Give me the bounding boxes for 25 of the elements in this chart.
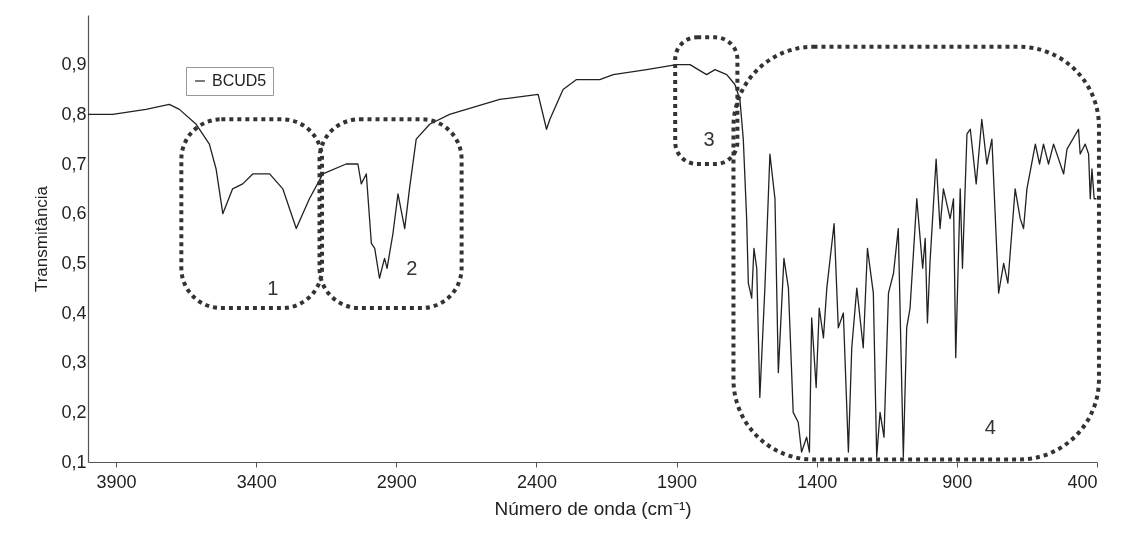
legend-label: BCUD5 — [212, 72, 267, 89]
x-tick-label: 400 — [1067, 471, 1098, 492]
x-tick-label: 2900 — [376, 471, 417, 492]
annotation: 3 — [703, 128, 715, 151]
x-tick-label: 900 — [942, 471, 973, 492]
x-axis-title: Número de onda (cm⁻¹) — [494, 497, 692, 519]
x-tick-label: 1400 — [797, 471, 838, 492]
x-tick-label: 1900 — [657, 471, 698, 492]
y-tick-label: 0,4 — [61, 302, 87, 323]
y-tick-label: 0,5 — [61, 252, 87, 273]
annotation: 1 — [267, 277, 279, 300]
y-tick-label: 0,2 — [61, 401, 87, 422]
y-tick-label: 0,7 — [61, 153, 87, 174]
y-axis-title: Transmitância — [32, 185, 52, 293]
annotation: 4 — [984, 416, 996, 439]
y-tick-label: 0,6 — [61, 203, 87, 224]
annotation: 2 — [406, 257, 418, 280]
x-tick-label: 2400 — [516, 471, 557, 492]
y-tick-label: 0,9 — [61, 54, 87, 75]
x-tick-label: 3400 — [236, 471, 277, 492]
x-tick-label: 3900 — [96, 471, 137, 492]
y-tick-label: 0,3 — [61, 352, 87, 373]
y-tick-label: 0,1 — [61, 451, 87, 472]
y-tick-label: 0,8 — [61, 103, 87, 124]
line-series — [87, 64, 1098, 458]
